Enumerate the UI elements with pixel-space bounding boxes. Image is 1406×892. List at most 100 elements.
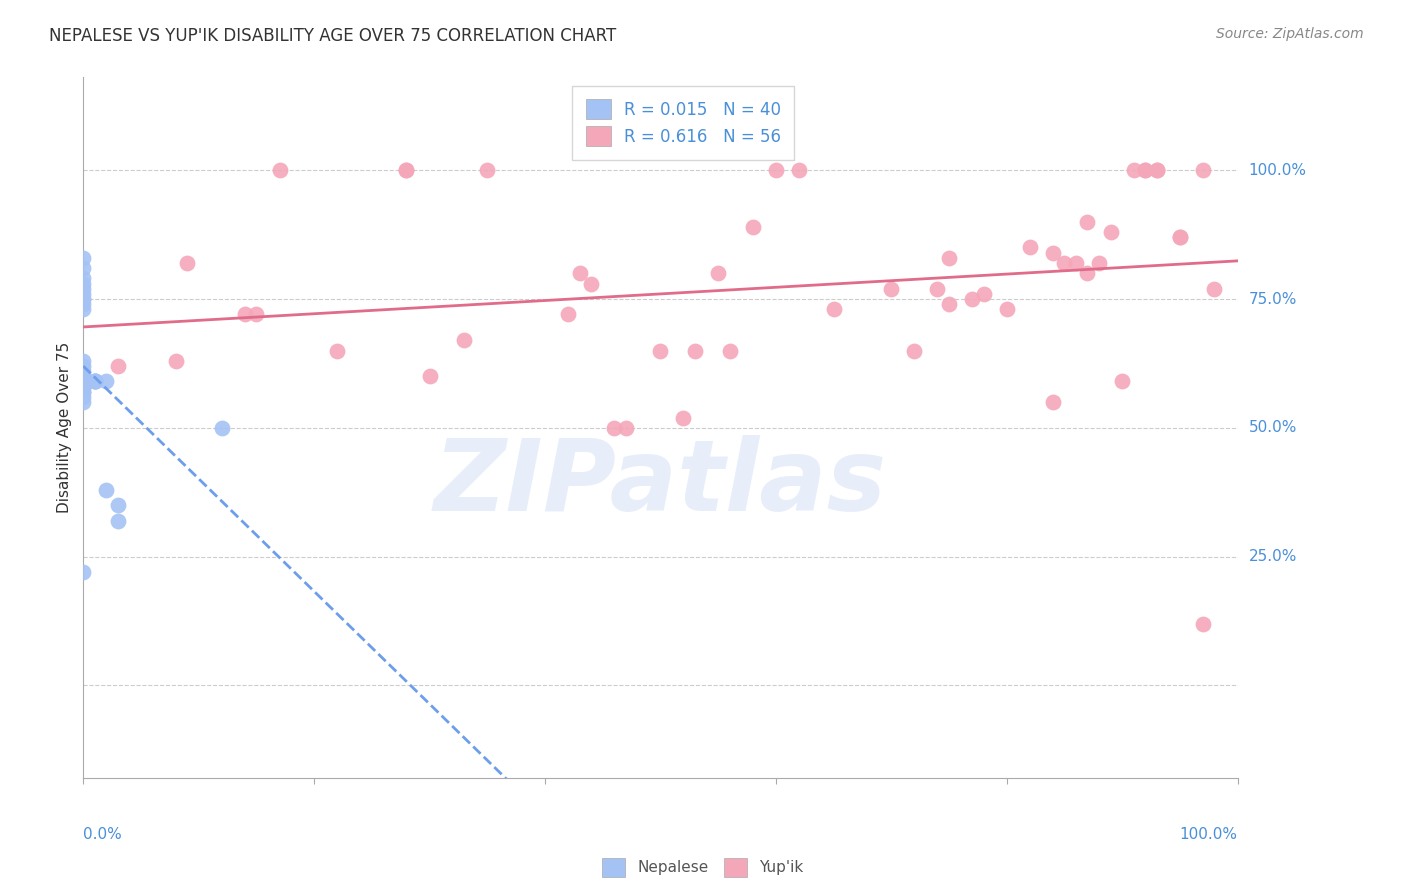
Point xyxy=(72,375,94,389)
Point xyxy=(614,421,637,435)
Point xyxy=(672,410,695,425)
Point xyxy=(603,421,626,435)
Point xyxy=(741,219,763,234)
Point xyxy=(1168,230,1191,244)
Point xyxy=(579,277,602,291)
Point xyxy=(995,302,1018,317)
Point xyxy=(718,343,741,358)
Point xyxy=(1146,163,1168,178)
Point xyxy=(72,292,94,306)
Legend: Nepalese, Yup'ik: Nepalese, Yup'ik xyxy=(595,850,811,884)
Point xyxy=(72,297,94,311)
Point xyxy=(72,375,94,389)
Point xyxy=(96,375,118,389)
Point xyxy=(72,277,94,291)
Point xyxy=(72,379,94,393)
Point xyxy=(72,364,94,378)
Point xyxy=(1053,256,1076,270)
Point xyxy=(245,308,267,322)
Point xyxy=(1192,616,1215,631)
Point xyxy=(1099,225,1122,239)
Y-axis label: Disability Age Over 75: Disability Age Over 75 xyxy=(58,343,72,514)
Point xyxy=(419,369,441,384)
Point xyxy=(395,163,418,178)
Point xyxy=(1192,163,1215,178)
Point xyxy=(233,308,256,322)
Point xyxy=(269,163,291,178)
Point xyxy=(707,266,730,280)
Point xyxy=(1064,256,1087,270)
Point xyxy=(960,292,983,306)
Text: 0.0%: 0.0% xyxy=(83,827,122,842)
Point xyxy=(72,375,94,389)
Text: 75.0%: 75.0% xyxy=(1249,292,1296,307)
Point xyxy=(72,395,94,409)
Point xyxy=(72,375,94,389)
Point xyxy=(683,343,706,358)
Point xyxy=(973,286,995,301)
Point xyxy=(83,375,105,389)
Point xyxy=(765,163,787,178)
Point xyxy=(1042,395,1064,409)
Point xyxy=(1088,256,1111,270)
Point xyxy=(83,375,105,389)
Text: NEPALESE VS YUP'IK DISABILITY AGE OVER 75 CORRELATION CHART: NEPALESE VS YUP'IK DISABILITY AGE OVER 7… xyxy=(49,27,616,45)
Point xyxy=(72,384,94,399)
Point xyxy=(72,369,94,384)
Point xyxy=(72,379,94,393)
Point xyxy=(107,514,129,528)
Point xyxy=(107,498,129,512)
Point xyxy=(72,251,94,265)
Point xyxy=(72,292,94,306)
Point xyxy=(72,375,94,389)
Text: 100.0%: 100.0% xyxy=(1180,827,1237,842)
Point xyxy=(72,261,94,276)
Point xyxy=(477,163,499,178)
Point xyxy=(72,359,94,373)
Point xyxy=(72,390,94,404)
Point xyxy=(823,302,845,317)
Point xyxy=(211,421,233,435)
Point xyxy=(83,375,105,389)
Point xyxy=(83,375,105,389)
Point xyxy=(1204,282,1226,296)
Point xyxy=(72,565,94,579)
Point xyxy=(453,333,475,347)
Point xyxy=(72,282,94,296)
Point xyxy=(326,343,349,358)
Point xyxy=(72,286,94,301)
Point xyxy=(1135,163,1157,178)
Point xyxy=(96,483,118,497)
Point xyxy=(72,384,94,399)
Point xyxy=(72,379,94,393)
Point xyxy=(903,343,925,358)
Text: 50.0%: 50.0% xyxy=(1249,420,1296,435)
Point xyxy=(1076,266,1098,280)
Point xyxy=(165,354,187,368)
Point xyxy=(1042,245,1064,260)
Point xyxy=(72,354,94,368)
Point xyxy=(1111,375,1133,389)
Text: Source: ZipAtlas.com: Source: ZipAtlas.com xyxy=(1216,27,1364,41)
Point xyxy=(880,282,903,296)
Point xyxy=(72,271,94,285)
Point xyxy=(72,302,94,317)
Point xyxy=(1076,215,1098,229)
Legend: R = 0.015   N = 40, R = 0.616   N = 56: R = 0.015 N = 40, R = 0.616 N = 56 xyxy=(572,86,794,160)
Point xyxy=(568,266,591,280)
Point xyxy=(927,282,949,296)
Text: 25.0%: 25.0% xyxy=(1249,549,1296,564)
Point xyxy=(938,297,960,311)
Text: 100.0%: 100.0% xyxy=(1249,162,1306,178)
Point xyxy=(72,375,94,389)
Point xyxy=(1122,163,1144,178)
Point xyxy=(72,369,94,384)
Point xyxy=(1168,230,1191,244)
Point xyxy=(176,256,198,270)
Point xyxy=(72,375,94,389)
Point xyxy=(1018,240,1040,254)
Point xyxy=(1146,163,1168,178)
Point xyxy=(650,343,672,358)
Point xyxy=(107,359,129,373)
Point xyxy=(72,369,94,384)
